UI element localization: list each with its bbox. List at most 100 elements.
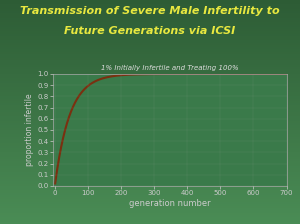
Bar bbox=[0, 101, 300, 103]
Bar bbox=[0, 72, 300, 74]
Bar bbox=[0, 125, 300, 128]
Bar bbox=[0, 143, 300, 146]
Bar bbox=[0, 94, 300, 96]
Bar bbox=[0, 38, 300, 40]
Bar bbox=[0, 69, 300, 72]
Bar bbox=[0, 49, 300, 52]
Bar bbox=[0, 197, 300, 199]
Bar bbox=[0, 220, 300, 222]
Bar bbox=[0, 110, 300, 112]
Bar bbox=[0, 99, 300, 101]
Bar bbox=[0, 146, 300, 148]
Bar bbox=[0, 36, 300, 38]
Bar bbox=[0, 159, 300, 161]
Text: Transmission of Severe Male Infertility to: Transmission of Severe Male Infertility … bbox=[20, 6, 280, 16]
Bar bbox=[0, 85, 300, 87]
Bar bbox=[0, 29, 300, 31]
Bar bbox=[0, 81, 300, 83]
X-axis label: generation number: generation number bbox=[129, 199, 210, 208]
Bar bbox=[0, 121, 300, 123]
Bar bbox=[0, 119, 300, 121]
Bar bbox=[0, 213, 300, 215]
Bar bbox=[0, 150, 300, 152]
Bar bbox=[0, 181, 300, 184]
Bar bbox=[0, 18, 300, 20]
Bar bbox=[0, 188, 300, 190]
Bar bbox=[0, 43, 300, 45]
Bar bbox=[0, 108, 300, 110]
Bar bbox=[0, 76, 300, 78]
Bar bbox=[0, 13, 300, 16]
Bar bbox=[0, 45, 300, 47]
Bar bbox=[0, 11, 300, 13]
Bar bbox=[0, 123, 300, 125]
Bar bbox=[0, 186, 300, 188]
Bar bbox=[0, 7, 300, 9]
Text: 1% Initially Infertile and Treating 100%: 1% Initially Infertile and Treating 100% bbox=[101, 65, 238, 71]
Bar bbox=[0, 87, 300, 90]
Bar bbox=[0, 56, 300, 58]
Bar bbox=[0, 204, 300, 206]
Bar bbox=[0, 155, 300, 157]
Bar bbox=[0, 152, 300, 155]
Bar bbox=[0, 27, 300, 29]
Bar bbox=[0, 116, 300, 119]
Bar bbox=[0, 20, 300, 22]
Bar bbox=[0, 112, 300, 114]
Bar bbox=[0, 60, 300, 63]
Bar bbox=[0, 31, 300, 34]
Bar bbox=[0, 2, 300, 4]
Bar bbox=[0, 67, 300, 69]
Bar bbox=[0, 9, 300, 11]
Bar bbox=[0, 190, 300, 193]
Bar bbox=[0, 130, 300, 132]
Bar bbox=[0, 74, 300, 76]
Bar bbox=[0, 22, 300, 25]
Bar bbox=[0, 217, 300, 220]
Bar bbox=[0, 215, 300, 217]
Bar bbox=[0, 103, 300, 105]
Bar bbox=[0, 199, 300, 202]
Bar bbox=[0, 222, 300, 224]
Bar bbox=[0, 0, 300, 2]
Bar bbox=[0, 175, 300, 177]
Bar bbox=[0, 92, 300, 94]
Bar bbox=[0, 172, 300, 175]
Bar bbox=[0, 65, 300, 67]
Bar bbox=[0, 4, 300, 7]
Bar bbox=[0, 83, 300, 85]
Bar bbox=[0, 141, 300, 143]
Bar bbox=[0, 16, 300, 18]
Bar bbox=[0, 166, 300, 168]
Bar bbox=[0, 105, 300, 108]
Bar bbox=[0, 78, 300, 81]
Bar bbox=[0, 132, 300, 134]
Bar bbox=[0, 90, 300, 92]
Bar bbox=[0, 128, 300, 130]
Bar bbox=[0, 96, 300, 99]
Bar bbox=[0, 54, 300, 56]
Bar bbox=[0, 195, 300, 197]
Bar bbox=[0, 58, 300, 60]
Bar bbox=[0, 168, 300, 170]
Bar bbox=[0, 161, 300, 164]
Bar bbox=[0, 170, 300, 172]
Bar bbox=[0, 164, 300, 166]
Bar bbox=[0, 63, 300, 65]
Bar bbox=[0, 184, 300, 186]
Bar bbox=[0, 206, 300, 208]
Bar bbox=[0, 40, 300, 43]
Bar bbox=[0, 148, 300, 150]
Bar bbox=[0, 177, 300, 179]
Bar bbox=[0, 157, 300, 159]
Bar bbox=[0, 52, 300, 54]
Y-axis label: proportion infertile: proportion infertile bbox=[25, 94, 34, 166]
Bar bbox=[0, 202, 300, 204]
Bar bbox=[0, 47, 300, 49]
Bar bbox=[0, 34, 300, 36]
Bar bbox=[0, 208, 300, 211]
Bar bbox=[0, 137, 300, 139]
Bar bbox=[0, 25, 300, 27]
Bar bbox=[0, 179, 300, 181]
Bar bbox=[0, 193, 300, 195]
